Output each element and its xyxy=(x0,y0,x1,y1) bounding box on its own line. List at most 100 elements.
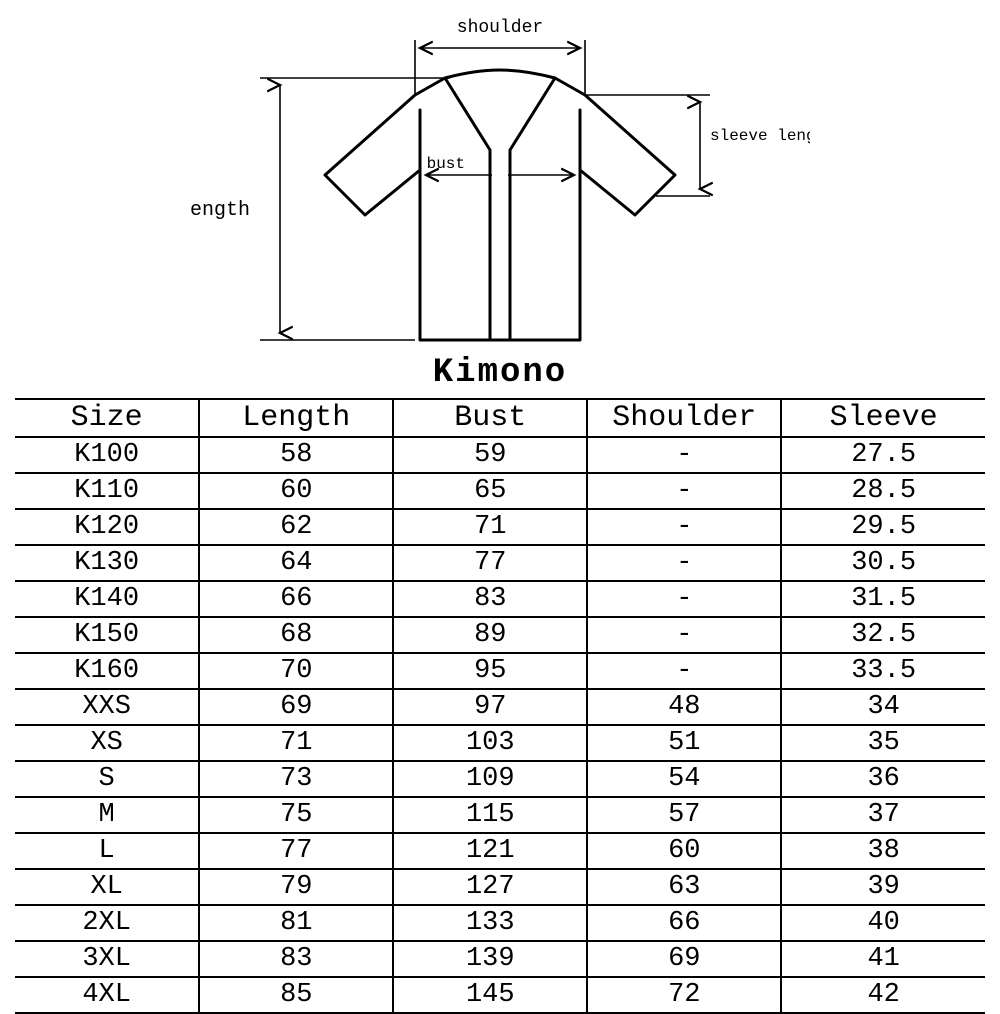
table-cell: 54 xyxy=(587,761,781,797)
table-cell: XL xyxy=(15,869,199,905)
table-row: K1406683-31.5 xyxy=(15,581,985,617)
table-cell: 73 xyxy=(199,761,393,797)
table-cell: 36 xyxy=(781,761,985,797)
table-cell: 40 xyxy=(781,905,985,941)
table-cell: 29.5 xyxy=(781,509,985,545)
table-cell: 139 xyxy=(393,941,587,977)
table-cell: XS xyxy=(15,725,199,761)
table-cell: 83 xyxy=(393,581,587,617)
table-row: K1206271-29.5 xyxy=(15,509,985,545)
table-cell: 72 xyxy=(587,977,781,1013)
table-cell: 79 xyxy=(199,869,393,905)
page-container: shoulder bust length sleeve length xyxy=(0,0,1000,1000)
table-cell: 28.5 xyxy=(781,473,985,509)
table-cell: 33.5 xyxy=(781,653,985,689)
table-row: XL791276339 xyxy=(15,869,985,905)
table-body: K1005859-27.5K1106065-28.5K1206271-29.5K… xyxy=(15,437,985,1013)
table-cell: 62 xyxy=(199,509,393,545)
table-cell: 133 xyxy=(393,905,587,941)
table-cell: 31.5 xyxy=(781,581,985,617)
table-cell: 38 xyxy=(781,833,985,869)
table-cell: - xyxy=(587,545,781,581)
table-cell: 109 xyxy=(393,761,587,797)
table-cell: 41 xyxy=(781,941,985,977)
label-bust: bust xyxy=(427,155,465,173)
table-cell: 121 xyxy=(393,833,587,869)
table-cell: 51 xyxy=(587,725,781,761)
table-cell: K110 xyxy=(15,473,199,509)
table-cell: 64 xyxy=(199,545,393,581)
table-cell: 85 xyxy=(199,977,393,1013)
table-cell: 32.5 xyxy=(781,617,985,653)
table-cell: 83 xyxy=(199,941,393,977)
diagram-area: shoulder bust length sleeve length xyxy=(0,0,1000,360)
table-cell: 71 xyxy=(393,509,587,545)
label-length: length xyxy=(190,199,250,222)
table-cell: 27.5 xyxy=(781,437,985,473)
table-cell: 75 xyxy=(199,797,393,833)
table-cell: - xyxy=(587,581,781,617)
table-cell: K120 xyxy=(15,509,199,545)
table-cell: 69 xyxy=(199,689,393,725)
table-row: 4XL851457242 xyxy=(15,977,985,1013)
table-row: K1607095-33.5 xyxy=(15,653,985,689)
table-cell: XXS xyxy=(15,689,199,725)
table-cell: S xyxy=(15,761,199,797)
kimono-diagram: shoulder bust length sleeve length xyxy=(190,0,810,360)
label-sleeve-length: sleeve length xyxy=(710,127,810,145)
table-cell: K160 xyxy=(15,653,199,689)
table-row: XS711035135 xyxy=(15,725,985,761)
table-cell: - xyxy=(587,653,781,689)
table-cell: 127 xyxy=(393,869,587,905)
table-cell: K130 xyxy=(15,545,199,581)
table-cell: 89 xyxy=(393,617,587,653)
table-cell: 97 xyxy=(393,689,587,725)
table-cell: 103 xyxy=(393,725,587,761)
table-cell: - xyxy=(587,509,781,545)
table-cell: 65 xyxy=(393,473,587,509)
table-row: K1506889-32.5 xyxy=(15,617,985,653)
table-cell: 63 xyxy=(587,869,781,905)
col-header: Sleeve xyxy=(781,399,985,437)
col-header: Bust xyxy=(393,399,587,437)
col-header: Shoulder xyxy=(587,399,781,437)
table-row: S731095436 xyxy=(15,761,985,797)
col-header: Size xyxy=(15,399,199,437)
table-cell: 69 xyxy=(587,941,781,977)
table-cell: L xyxy=(15,833,199,869)
table-cell: 30.5 xyxy=(781,545,985,581)
table-row: L771216038 xyxy=(15,833,985,869)
table-cell: 60 xyxy=(199,473,393,509)
table-cell: 3XL xyxy=(15,941,199,977)
table-row: M751155737 xyxy=(15,797,985,833)
table-cell: M xyxy=(15,797,199,833)
table-row: 3XL831396941 xyxy=(15,941,985,977)
table-cell: 57 xyxy=(587,797,781,833)
col-header: Length xyxy=(199,399,393,437)
table-cell: 77 xyxy=(199,833,393,869)
table-cell: 2XL xyxy=(15,905,199,941)
table-row: XXS69974834 xyxy=(15,689,985,725)
table-cell: 68 xyxy=(199,617,393,653)
table-row: 2XL811336640 xyxy=(15,905,985,941)
table-cell: 81 xyxy=(199,905,393,941)
table-cell: 70 xyxy=(199,653,393,689)
table-cell: 60 xyxy=(587,833,781,869)
table-cell: 58 xyxy=(199,437,393,473)
table-cell: K150 xyxy=(15,617,199,653)
table-cell: 59 xyxy=(393,437,587,473)
table-cell: K100 xyxy=(15,437,199,473)
table-row: K1106065-28.5 xyxy=(15,473,985,509)
table-cell: 37 xyxy=(781,797,985,833)
table-cell: 115 xyxy=(393,797,587,833)
table-cell: 4XL xyxy=(15,977,199,1013)
table-cell: 145 xyxy=(393,977,587,1013)
table-cell: 66 xyxy=(587,905,781,941)
table-cell: K140 xyxy=(15,581,199,617)
table-row: K1005859-27.5 xyxy=(15,437,985,473)
table-cell: 48 xyxy=(587,689,781,725)
table-cell: 42 xyxy=(781,977,985,1013)
table-cell: - xyxy=(587,473,781,509)
table-row: K1306477-30.5 xyxy=(15,545,985,581)
table-cell: 77 xyxy=(393,545,587,581)
